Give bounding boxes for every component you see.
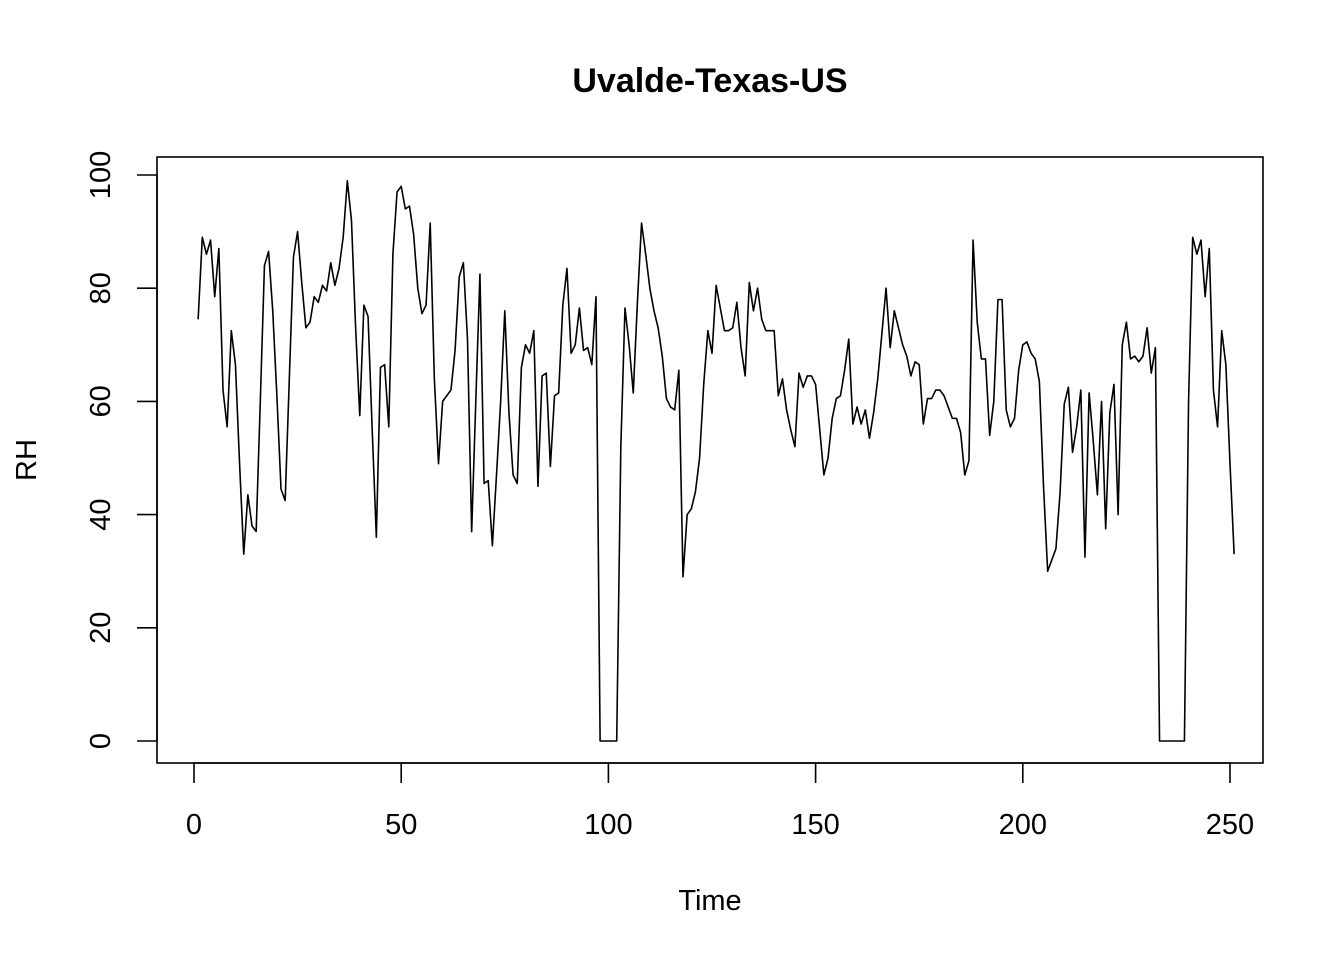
y-tick-label: 20 <box>85 612 117 644</box>
y-tick-label: 0 <box>85 733 117 749</box>
plot-frame <box>156 156 1264 764</box>
x-tick-label: 50 <box>385 809 417 841</box>
x-tick-label: 200 <box>999 809 1047 841</box>
x-tick-label: 150 <box>791 809 839 841</box>
y-tick-label: 80 <box>85 272 117 304</box>
x-axis-label: Time <box>678 885 741 917</box>
y-tick-label: 100 <box>85 151 117 199</box>
x-axis: 0 50 100 150 200 250 <box>186 762 1254 841</box>
y-axis: 0 20 40 60 80 100 <box>85 151 158 749</box>
chart-title: Uvalde-Texas-US <box>572 62 847 100</box>
y-tick-label: 60 <box>85 385 117 417</box>
x-tick-label: 250 <box>1206 809 1254 841</box>
y-axis-label: RH <box>11 439 43 481</box>
x-tick-label: 100 <box>584 809 632 841</box>
y-tick-label: 40 <box>85 498 117 530</box>
x-tick-label: 0 <box>186 809 202 841</box>
series-line <box>197 179 1235 742</box>
series-layer <box>197 179 1235 742</box>
